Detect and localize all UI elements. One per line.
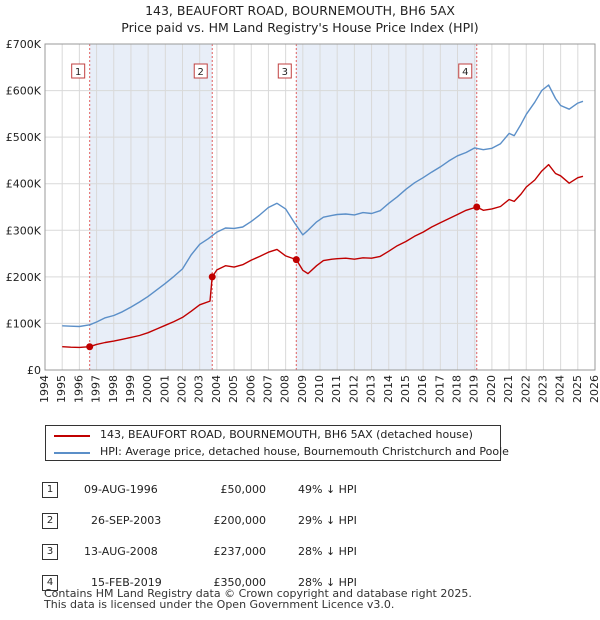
x-tick-label: 2024 [554, 375, 567, 403]
sale-label-number: 4 [462, 67, 468, 78]
sale-date: 15-FEB-2019 [91, 576, 162, 589]
y-tick-label: £700K [6, 38, 42, 51]
x-tick-label: 2006 [244, 375, 257, 403]
ownership-shading [89, 44, 477, 370]
sale-date: 26-SEP-2003 [91, 514, 162, 527]
axes: £0 £100K £200K £300K £400K £500K £600K £700K 199… [6, 38, 600, 403]
y-tick-label: £0 [27, 364, 41, 377]
chart-title: 143, BEAUFORT ROAD, BOURNEMOUTH, BH6 5AX [145, 3, 455, 18]
sale-label-box [71, 63, 86, 79]
y-tick-label: £200K [6, 271, 42, 284]
x-tick-label: 2002 [176, 375, 189, 403]
x-tick-label: 2014 [382, 375, 395, 403]
ownership-band [89, 44, 213, 370]
plot-frame [44, 43, 596, 371]
sale-number-badge: 1 [42, 481, 58, 498]
table-row: 4 15-FEB-2019 £350,000 28% ↓ HPI [42, 567, 357, 598]
legend-label-hpi: HPI: Average price, detached house, Bour… [100, 445, 509, 458]
sale-points [86, 203, 481, 351]
chart-subtitle: Price paid vs. HM Land Registry's House … [121, 20, 479, 35]
x-tick-label: 2010 [313, 375, 326, 403]
legend: 143, BEAUFORT ROAD, BOURNEMOUTH, BH6 5AX… [45, 425, 509, 461]
sale-label-box [277, 63, 292, 79]
hpi-line [62, 84, 584, 328]
x-tick-label: 2000 [141, 375, 154, 403]
y-tick-label: £300K [6, 224, 42, 237]
x-tick-label: 2011 [330, 375, 343, 403]
sale-label-box [193, 63, 208, 79]
x-tick-label: 2025 [571, 375, 584, 403]
y-tick-label: £100K [6, 317, 42, 330]
sale-label-number: 1 [75, 67, 81, 78]
price-chart: 1 2 3 4 £0 £100K £200K £300K £400K £500K £600K £70… [6, 38, 600, 403]
x-tick-label: 1997 [90, 375, 103, 403]
y-tick-label: £500K [6, 131, 42, 144]
property-price-line [62, 163, 584, 349]
sale-label-box [458, 63, 473, 79]
footer-line-2: This data is licensed under the Open Gov… [44, 598, 395, 611]
table-row: 3 13-AUG-2008 £237,000 28% ↓ HPI [42, 536, 357, 567]
x-tick-label: 2013 [365, 375, 378, 403]
sale-price: £200,000 [213, 514, 267, 527]
sale-number-badge: 3 [42, 543, 58, 560]
legend-swatch-property [54, 435, 90, 437]
legend-swatch-hpi [54, 452, 90, 454]
sale-number-badge: 4 [42, 574, 58, 591]
footer-line-1: Contains HM Land Registry data © Crown c… [44, 587, 472, 600]
x-tick-label: 1999 [124, 375, 137, 403]
x-tick-label: 2023 [536, 375, 549, 403]
x-tick-label: 2015 [399, 375, 412, 403]
table-row: 1 09-AUG-1996 £50,000 49% ↓ HPI [42, 474, 357, 505]
x-tick-label: 2008 [279, 375, 292, 403]
y-tick-label: £400K [6, 178, 42, 191]
sale-price: £350,000 [213, 576, 267, 589]
x-tick-label: 2021 [502, 375, 515, 403]
sale-hpi-diff: 28% ↓ HPI [298, 545, 357, 558]
sale-label-number: 3 [282, 67, 288, 78]
x-tick-label: 1996 [72, 375, 85, 403]
sale-hpi-diff: 49% ↓ HPI [298, 483, 357, 496]
x-tick-label: 2001 [158, 375, 171, 403]
x-tick-label: 2012 [347, 375, 360, 403]
y-tick-label: £600K [6, 85, 42, 98]
x-tick-label: 2009 [296, 375, 309, 403]
x-tick-label: 1995 [55, 375, 68, 403]
x-tick-label: 2017 [433, 375, 446, 403]
x-tick-label: 2018 [451, 375, 464, 403]
x-tick-label: 2016 [416, 375, 429, 403]
x-tick-label: 2007 [261, 375, 274, 403]
sale-labels: 1 2 3 4 [71, 63, 473, 79]
sale-date: 09-AUG-1996 [84, 483, 158, 496]
sale-date: 13-AUG-2008 [84, 545, 158, 558]
sale-label-number: 2 [198, 67, 204, 78]
sale-point [292, 256, 300, 264]
x-tick-label: 2020 [485, 375, 498, 403]
sales-table: 1 09-AUG-1996 £50,000 49% ↓ HPI 2 26-SEP… [42, 474, 357, 598]
x-tick-label: 2004 [210, 375, 223, 403]
table-row: 2 26-SEP-2003 £200,000 29% ↓ HPI [42, 505, 357, 536]
x-tick-label: 2022 [519, 375, 532, 403]
x-tick-label: 2003 [193, 375, 206, 403]
x-tick-label: 1998 [107, 375, 120, 403]
footer-note: Contains HM Land Registry data © Crown c… [44, 588, 472, 610]
sale-hpi-diff: 29% ↓ HPI [298, 514, 357, 527]
sale-hpi-diff: 28% ↓ HPI [298, 576, 357, 589]
sale-price: £50,000 [220, 483, 267, 496]
sale-point [86, 343, 94, 351]
x-tick-label: 2026 [588, 375, 600, 403]
x-tick-label: 2005 [227, 375, 240, 403]
sale-point [473, 203, 481, 211]
sale-point [208, 273, 216, 281]
x-tick-label: 2019 [468, 375, 481, 403]
sale-number-badge: 2 [42, 512, 58, 529]
sale-price: £237,000 [213, 545, 267, 558]
x-tick-label: 1994 [38, 375, 51, 403]
series-lines [62, 84, 584, 349]
ownership-band [296, 44, 477, 370]
legend-label-property: 143, BEAUFORT ROAD, BOURNEMOUTH, BH6 5AX… [100, 428, 473, 441]
